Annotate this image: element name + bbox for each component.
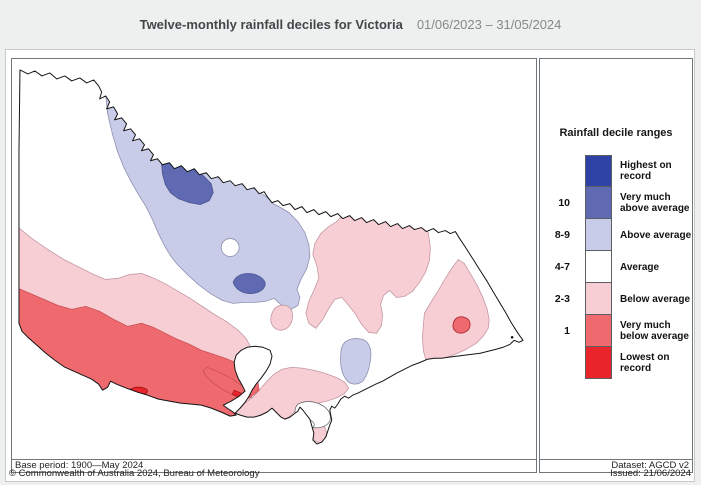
title-bar: Twelve-monthly rainfall deciles for Vict… — [0, 0, 701, 48]
legend-row-lowest: Lowest on record — [540, 347, 692, 379]
gabo-island-dot — [510, 336, 514, 339]
legend-label-line: Above average — [620, 229, 692, 241]
legend-label-below: Below average — [620, 294, 690, 305]
page-title: Twelve-monthly rainfall deciles for Vict… — [139, 16, 403, 32]
legend-swatch-average — [585, 251, 612, 283]
legend-label-line: Average — [620, 261, 660, 273]
legend-swatch-above — [585, 219, 612, 251]
legend-decile-number: 10 — [558, 197, 570, 209]
legend-rows: Highest on record 10 Very much above ave… — [540, 155, 692, 379]
legend-swatch-very-much-below — [585, 315, 612, 347]
legend-label-lowest: Lowest on record — [620, 352, 669, 374]
legend-label-line: record — [620, 363, 652, 374]
map-region-average-hole — [220, 238, 240, 257]
legend-decile-number: 1 — [564, 325, 570, 337]
legend-decile-number: 4-7 — [554, 261, 570, 273]
legend-swatch-below — [585, 283, 612, 315]
issued-date: Issued: 21/06/2024 — [610, 468, 691, 479]
legend-label-line: Very much — [620, 192, 671, 203]
legend-row-very-much-above: 10 Very much above average — [540, 187, 692, 219]
map-region-very-much-above-central — [232, 273, 266, 294]
legend-swatch-lowest — [585, 347, 612, 379]
legend-decile-number: 8-9 — [554, 229, 570, 241]
copyright-row: © Commonwealth of Australia 2024, Bureau… — [9, 468, 691, 480]
content-card: Base period: 1900—May 2024 Rainfall deci… — [5, 49, 695, 482]
legend-label-average: Average — [620, 262, 659, 273]
victoria-map — [12, 59, 536, 459]
legend-label-line: Below average — [620, 293, 691, 305]
legend-label-line: Lowest on — [620, 352, 670, 363]
map-panel: Base period: 1900—May 2024 — [11, 58, 537, 473]
state-border-outline — [18, 69, 524, 445]
legend-row-above: 8-9 Above average — [540, 219, 692, 251]
date-range: 01/06/2023 – 31/05/2024 — [416, 16, 562, 32]
base-period-note: Base period: 1900—May 2024 — [12, 459, 536, 472]
legend-row-average: 4-7 Average — [540, 251, 692, 283]
legend-label-line: below average — [620, 331, 689, 342]
legend-decile-number: 2-3 — [554, 293, 570, 305]
legend-label-very-much-below: Very much below average — [620, 320, 689, 342]
legend-row-very-much-below: 1 Very much below average — [540, 315, 692, 347]
legend-row-highest: Highest on record — [540, 155, 692, 187]
dataset-note: Dataset: AGCD v2 — [540, 459, 692, 472]
legend-label-line: Very much — [620, 320, 671, 331]
legend-label-above: Above average — [620, 230, 691, 241]
legend-label-line: Highest on — [620, 160, 672, 171]
legend-swatch-highest — [585, 155, 612, 187]
legend-title: Rainfall decile ranges — [559, 127, 673, 139]
legend-label-line: above average — [620, 203, 690, 214]
legend-label-line: record — [620, 171, 652, 182]
map-svg — [18, 69, 524, 445]
legend-label-very-much-above: Very much above average — [620, 192, 690, 214]
legend-swatch-very-much-above — [585, 187, 612, 219]
map-region-below-average-north-central — [305, 211, 431, 334]
copyright-text: © Commonwealth of Australia 2024, Bureau… — [9, 468, 260, 479]
map-region-very-much-below-gippsland-spot — [452, 316, 471, 334]
legend-row-below: 2-3 Below average — [540, 283, 692, 315]
map-region-above-average-south-central — [340, 338, 372, 385]
legend-panel: Rainfall decile ranges Highest on record… — [539, 58, 693, 473]
legend-label-highest: Highest on record — [620, 160, 672, 182]
map-region-below-average-small-central — [270, 304, 294, 331]
